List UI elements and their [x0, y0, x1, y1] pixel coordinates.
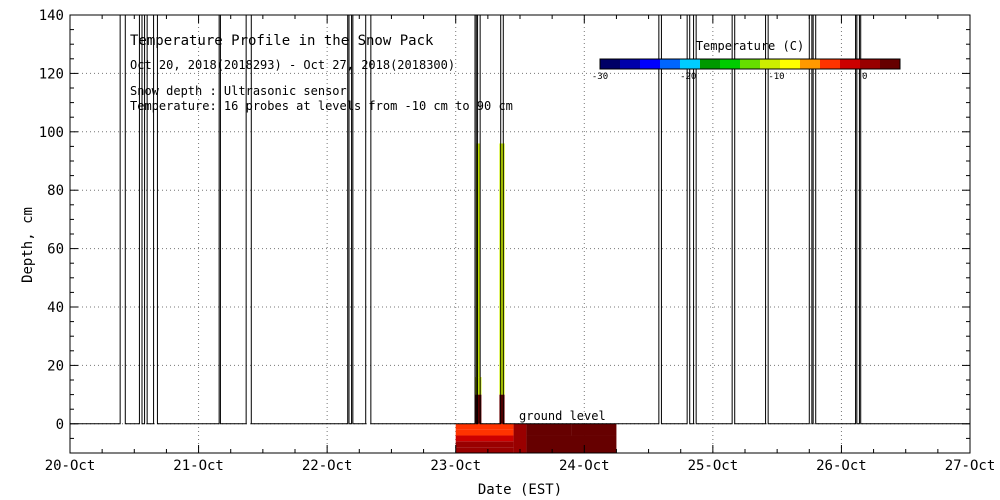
temperature-cell	[455, 429, 514, 436]
temperature-cell	[455, 435, 514, 442]
temperature-cell	[455, 441, 514, 448]
colorbar-tick-label: -20	[680, 72, 696, 82]
y-tick-label: 60	[47, 242, 64, 258]
colorbar-swatch	[760, 59, 781, 69]
colorbar-tick-label: 0	[862, 72, 867, 82]
snow-depth-line	[70, 14, 970, 425]
colorbar: Temperature (C) -30 -20 -10 0	[592, 39, 901, 82]
temperature-cell	[526, 423, 572, 436]
y-tick-label: 20	[47, 358, 64, 374]
colorbar-swatch	[820, 59, 841, 69]
colorbar-swatch	[600, 59, 621, 69]
y-tick-label: 80	[47, 183, 64, 199]
y-tick-label: 120	[39, 66, 64, 82]
colorbar-swatch	[800, 59, 821, 69]
plot-frame	[69, 14, 971, 454]
x-tick-label: 26-Oct	[816, 458, 867, 474]
temperature-cell	[499, 394, 505, 424]
temperature-cell	[499, 143, 505, 395]
colorbar-swatch	[700, 59, 721, 69]
colorbar-swatch	[860, 59, 881, 69]
x-tick-label: 24-Oct	[559, 458, 610, 474]
colorbar-swatch	[880, 59, 901, 69]
colorbar-swatch	[740, 59, 761, 69]
colorbar-swatch	[660, 59, 681, 69]
temperature-cell	[475, 377, 482, 395]
colorbar-tick-label: -10	[768, 72, 784, 82]
x-tick-label: 21-Oct	[173, 458, 224, 474]
temperature-cell	[475, 394, 482, 424]
note-temperature: Temperature: 16 probes at levels from -1…	[130, 99, 513, 113]
colorbar-swatch	[840, 59, 861, 69]
snow-depth-series	[70, 14, 970, 425]
colorbar-title: Temperature (C)	[696, 39, 804, 53]
y-tick-label: 0	[56, 417, 64, 433]
temperature-cell	[455, 447, 514, 453]
x-tick-label: 27-Oct	[945, 458, 996, 474]
y-tick-label: 40	[47, 300, 64, 316]
x-axis-label: Date (EST)	[478, 482, 562, 498]
note-snow-depth: Snow depth : Ultrasonic sensor	[130, 84, 347, 98]
colorbar-swatch	[620, 59, 641, 69]
axis-ticks: 20-Oct 21-Oct 22-Oct 23-Oct 24-Oct 25-Oct 26-O…	[39, 8, 996, 474]
temperature-heatmap	[455, 143, 617, 453]
temperature-cell	[513, 423, 527, 453]
temperature-cell	[476, 143, 481, 378]
y-axis-label: Depth, cm	[20, 207, 36, 283]
temperature-cell	[571, 423, 617, 436]
x-tick-label: 22-Oct	[302, 458, 353, 474]
colorbar-swatch	[720, 59, 741, 69]
colorbar-frame	[599, 58, 901, 70]
y-tick-label: 140	[39, 8, 64, 24]
gridlines	[70, 15, 970, 453]
colorbar-tick-label: -30	[592, 72, 608, 82]
ground-level-annotation: ground level	[519, 409, 606, 423]
colorbar-swatch	[780, 59, 801, 69]
x-tick-label: 25-Oct	[688, 458, 739, 474]
temperature-cell	[526, 435, 617, 453]
y-tick-label: 100	[39, 125, 64, 141]
x-tick-label: 23-Oct	[430, 458, 481, 474]
temperature-cell	[455, 423, 514, 430]
chart-title: Temperature Profile in the Snow Pack	[130, 33, 434, 49]
x-tick-label: 20-Oct	[45, 458, 96, 474]
colorbar-swatch	[680, 59, 701, 69]
colorbar-swatch	[640, 59, 661, 69]
chart-subtitle: Oct 20, 2018(2018293) - Oct 27, 2018(201…	[130, 58, 455, 72]
